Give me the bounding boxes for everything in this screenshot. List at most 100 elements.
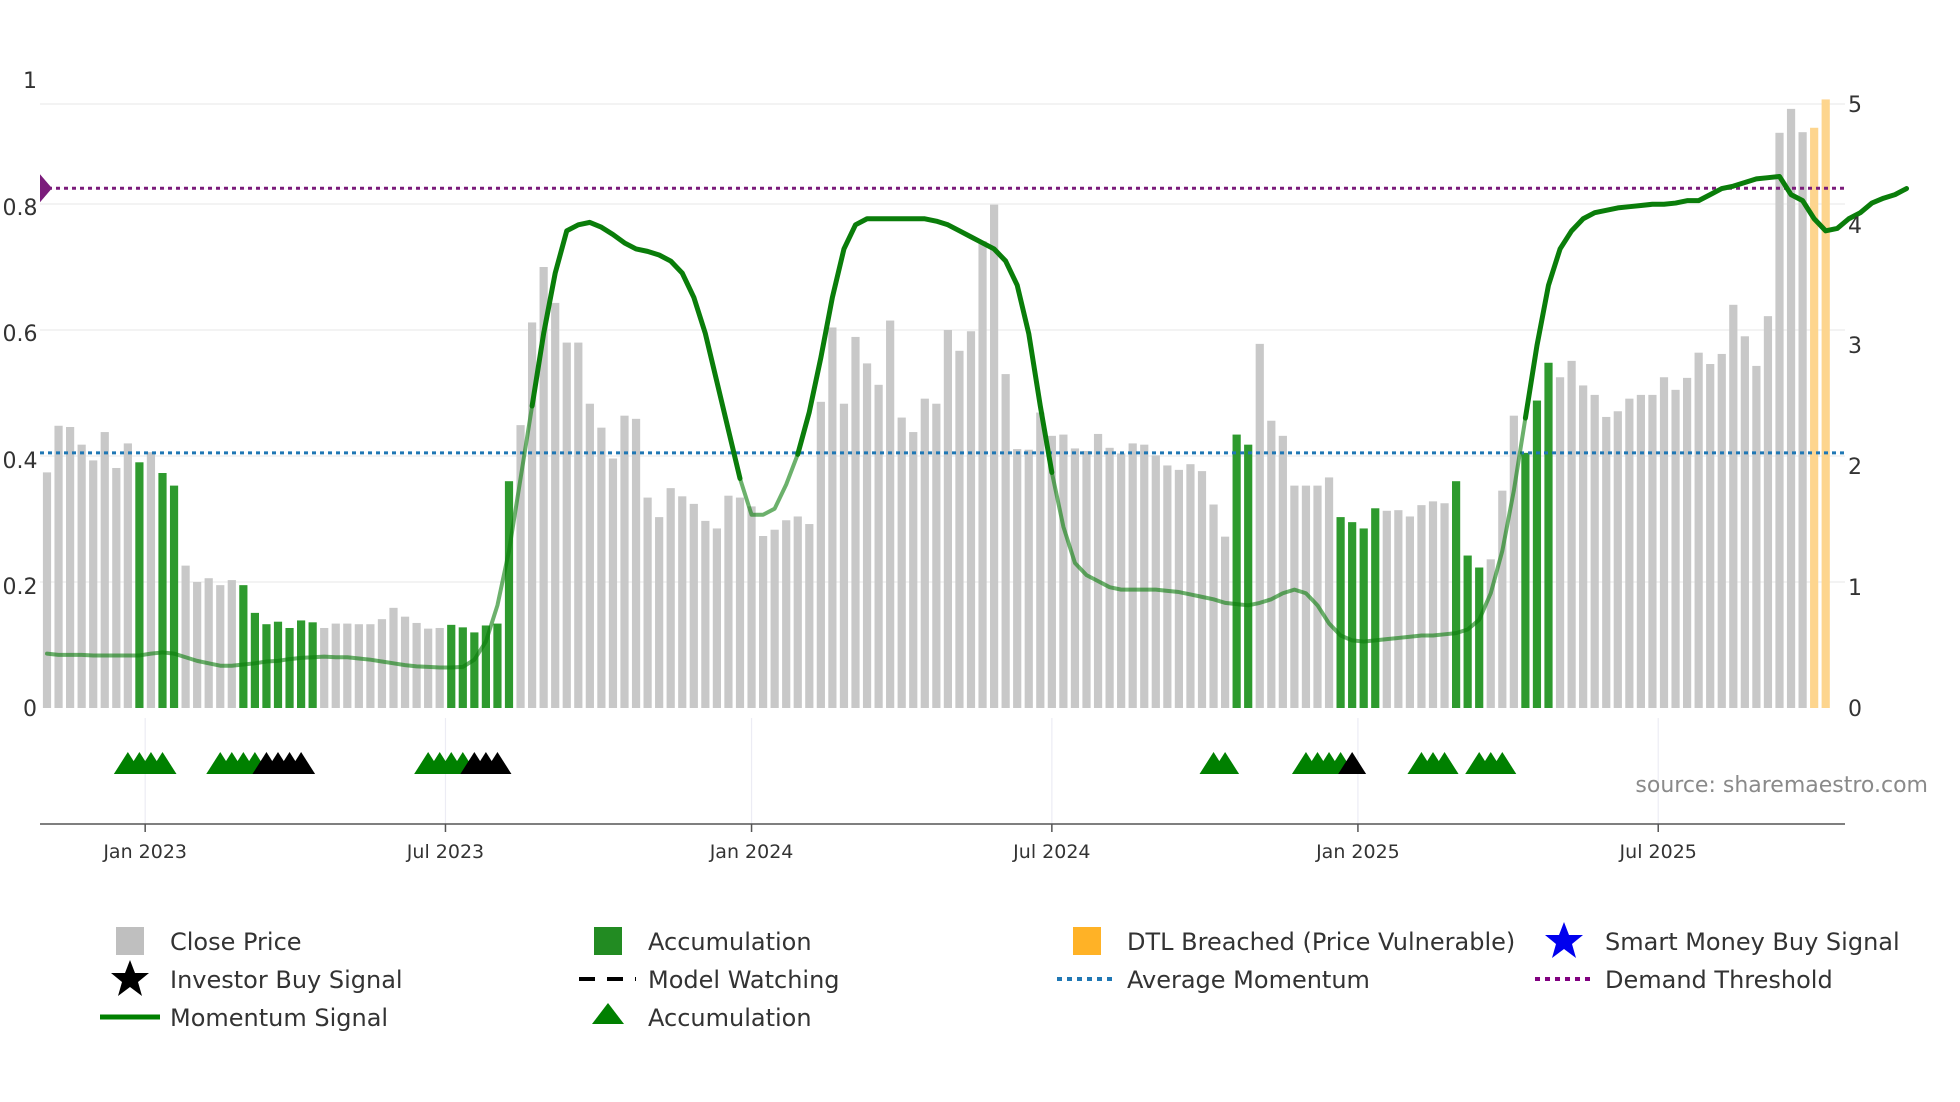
- close-price-bar: [1255, 343, 1264, 708]
- close-price-bar: [1070, 448, 1080, 708]
- close-price-bar: [724, 495, 733, 708]
- accumulation-marker-icon: [1211, 752, 1240, 774]
- close-price-bar: [77, 444, 86, 708]
- close-price-bar: [735, 497, 745, 708]
- accumulation-bar: [504, 481, 514, 708]
- close-price-bar: [920, 398, 929, 708]
- legend: Close Price Accumulation DTL Breached (P…: [100, 922, 1900, 1032]
- close-price-bar: [562, 342, 571, 708]
- close-price-bar: [1428, 501, 1438, 708]
- close-price-bar: [1740, 336, 1749, 708]
- close-price-bar: [227, 580, 236, 708]
- right-tick-label: 2: [1848, 455, 1862, 480]
- x-tick-label: Jan 2025: [1315, 841, 1400, 863]
- close-price-bar: [747, 506, 756, 708]
- close-price-bar: [712, 528, 721, 708]
- close-price-bar: [620, 415, 629, 708]
- close-price-bar: [1498, 490, 1507, 708]
- x-axis: Jan 2023 Jul 2023 Jan 2024 Jul 2024 Jan …: [102, 841, 1697, 863]
- close-price-bar: [1798, 132, 1807, 708]
- close-price-bar: [793, 516, 802, 708]
- left-tick-label: 0.2: [3, 575, 38, 600]
- close-price-bar: [990, 204, 999, 708]
- accumulation-bar: [1244, 444, 1253, 708]
- close-price-bar: [1382, 510, 1391, 708]
- demand-threshold-marker-icon: [40, 174, 52, 203]
- signal-lines: [40, 173, 1910, 670]
- close-price-bar: [123, 443, 132, 708]
- accumulation-bar: [1452, 481, 1461, 708]
- close-price-bar: [354, 624, 363, 708]
- close-price-bar: [678, 496, 687, 708]
- close-price-bar: [1602, 416, 1611, 708]
- close-price-bar: [1417, 505, 1426, 708]
- right-tick-label: 5: [1848, 93, 1862, 118]
- legend-dtl-swatch: [1073, 927, 1101, 955]
- legend-smart-money-star-icon: [1545, 922, 1583, 958]
- close-price-bar: [1567, 360, 1576, 708]
- close-price-bar: [343, 623, 352, 708]
- close-price-bar: [1163, 465, 1172, 708]
- close-price-bar: [1486, 559, 1495, 708]
- legend-investor-star-icon: [111, 960, 149, 996]
- dtl-breached-bar: [1810, 127, 1819, 708]
- close-price-bar: [966, 331, 976, 708]
- x-tick-label: Jan 2023: [102, 841, 187, 863]
- close-price-bar: [631, 418, 641, 708]
- accumulation-marker-icon: [1430, 752, 1459, 774]
- close-price-bar: [1394, 510, 1403, 708]
- close-price-bar: [181, 565, 190, 708]
- accumulation-bar: [158, 473, 167, 708]
- close-price-bar: [112, 467, 121, 708]
- right-tick-label: 0: [1848, 697, 1862, 722]
- investor-buy-marker-icon: [1338, 752, 1367, 774]
- close-price-bar: [978, 241, 987, 709]
- close-price-bar: [1151, 455, 1160, 708]
- accumulation-bar: [273, 621, 283, 708]
- close-price-bar: [100, 432, 109, 708]
- close-price-bar: [1128, 443, 1137, 708]
- x-tick-label: Jul 2023: [406, 841, 484, 863]
- accumulation-bar: [1521, 452, 1530, 708]
- close-price-bar: [1001, 374, 1010, 708]
- close-price-bar: [1013, 449, 1022, 708]
- close-price-bar: [366, 624, 375, 708]
- legend-accumulation-marker-label: Accumulation: [648, 1004, 812, 1032]
- close-price-bar: [1105, 447, 1114, 708]
- momentum-signal-line: [1049, 416, 1528, 644]
- accumulation-marker-icon: [1488, 752, 1517, 774]
- close-price-bar: [400, 616, 410, 708]
- close-price-bar: [1197, 471, 1207, 708]
- legend-smart-money-label: Smart Money Buy Signal: [1605, 928, 1900, 956]
- x-tick-label: Jul 2024: [1012, 841, 1090, 863]
- close-price-bar: [816, 401, 825, 708]
- close-price-bar: [1405, 516, 1414, 708]
- legend-investor-label: Investor Buy Signal: [170, 966, 403, 994]
- close-price-bar: [146, 452, 156, 708]
- investor-buy-marker-icon: [287, 752, 316, 774]
- x-tick-label: Jan 2024: [709, 841, 794, 863]
- right-tick-label: 1: [1848, 576, 1862, 601]
- momentum-signal-line: [45, 404, 535, 670]
- close-price-bar: [1671, 389, 1680, 708]
- close-price-bar: [839, 403, 849, 708]
- signal-markers: [113, 752, 1517, 774]
- close-price-bar: [782, 520, 791, 708]
- close-price-bar: [539, 267, 548, 708]
- close-price-bar: [655, 517, 664, 708]
- grid-lines: [40, 103, 1845, 832]
- close-price-bar: [1706, 364, 1715, 708]
- close-price-bar: [1775, 132, 1784, 708]
- close-price-bar: [909, 432, 918, 708]
- legend-dtl-label: DTL Breached (Price Vulnerable): [1127, 928, 1515, 956]
- close-price-bar: [597, 427, 606, 708]
- close-price-bar: [1313, 485, 1322, 708]
- left-axis: 0 0.2 0.4 0.6 0.8 1: [3, 69, 38, 722]
- close-price-bar: [851, 336, 860, 708]
- momentum-signal-line: [529, 219, 743, 481]
- close-price-bar: [862, 363, 872, 708]
- close-price-bar: [1174, 469, 1183, 708]
- legend-accumulation-swatch: [594, 927, 622, 955]
- close-price-bar: [1625, 398, 1634, 708]
- close-price-bar: [955, 350, 964, 708]
